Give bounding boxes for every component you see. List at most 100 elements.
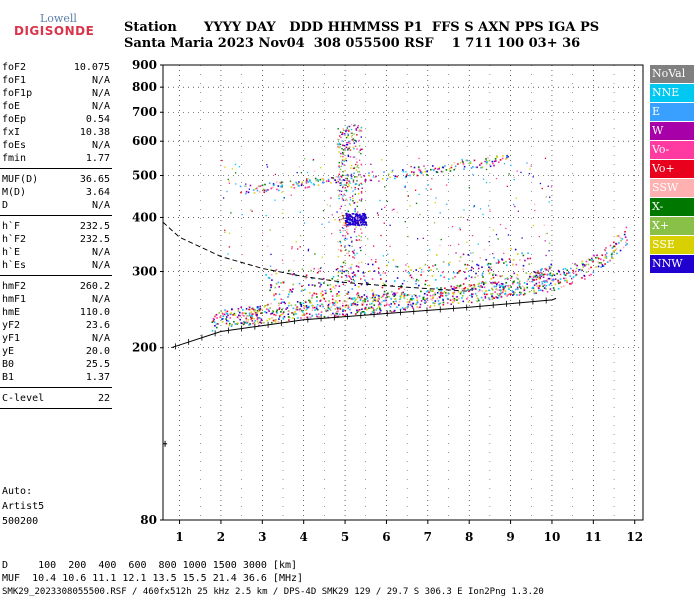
echo-point bbox=[401, 292, 403, 294]
echo-point bbox=[501, 275, 503, 277]
param-name: fxI bbox=[2, 127, 21, 138]
echo-point bbox=[410, 269, 412, 271]
echo-point bbox=[353, 231, 356, 233]
echo-point bbox=[565, 277, 567, 280]
echo-point bbox=[282, 318, 285, 320]
echo-point bbox=[559, 278, 562, 280]
echo-point bbox=[549, 282, 552, 285]
echo-point bbox=[360, 217, 363, 220]
echo-point bbox=[513, 178, 515, 181]
echo-point bbox=[354, 303, 357, 305]
echo-point bbox=[484, 282, 487, 284]
echo-point bbox=[491, 287, 493, 290]
echo-point bbox=[516, 170, 518, 172]
echo-point bbox=[420, 300, 423, 302]
echo-point bbox=[448, 264, 450, 266]
echo-point bbox=[288, 319, 290, 321]
echo-point bbox=[571, 282, 573, 284]
echo-point bbox=[406, 306, 409, 308]
echo-point bbox=[508, 284, 511, 287]
echo-point bbox=[309, 299, 311, 302]
echo-point bbox=[512, 282, 514, 285]
echo-point bbox=[230, 325, 233, 327]
echo-point bbox=[330, 232, 333, 235]
echo-point bbox=[617, 235, 620, 237]
echo-point bbox=[494, 158, 497, 160]
echo-point bbox=[257, 308, 260, 311]
echo-point bbox=[402, 170, 405, 173]
echo-point bbox=[346, 231, 348, 233]
echo-point bbox=[213, 321, 216, 323]
echo-point bbox=[383, 222, 385, 224]
echo-point bbox=[569, 282, 571, 285]
echo-point bbox=[252, 322, 254, 325]
echo-point bbox=[434, 292, 436, 294]
echo-point bbox=[346, 174, 348, 177]
echo-point bbox=[299, 246, 301, 248]
echo-point bbox=[338, 193, 341, 196]
echo-point bbox=[530, 165, 532, 167]
echo-point bbox=[347, 155, 350, 158]
echo-point bbox=[256, 314, 258, 317]
echo-point bbox=[382, 295, 384, 298]
echo-point bbox=[268, 182, 271, 184]
echo-point bbox=[368, 307, 370, 310]
echo-point bbox=[281, 191, 283, 193]
echo-point bbox=[485, 290, 488, 292]
param-name: foF1 bbox=[2, 75, 27, 86]
echo-point bbox=[372, 176, 375, 178]
echo-point bbox=[337, 271, 339, 274]
legend-item: SSE bbox=[650, 236, 694, 254]
echo-point bbox=[311, 309, 314, 312]
echo-point bbox=[247, 191, 250, 194]
echo-point bbox=[304, 187, 307, 189]
echo-point bbox=[289, 288, 292, 291]
echo-point bbox=[283, 197, 285, 199]
echo-point bbox=[545, 288, 547, 290]
echo-point bbox=[436, 171, 439, 174]
echo-point bbox=[305, 277, 307, 280]
echo-point bbox=[464, 286, 467, 289]
echo-point bbox=[264, 311, 266, 313]
echo-point bbox=[297, 182, 300, 185]
echo-point bbox=[404, 186, 406, 188]
echo-point bbox=[568, 271, 571, 274]
echo-point bbox=[400, 285, 403, 287]
echo-point bbox=[369, 270, 371, 272]
echo-point bbox=[552, 287, 555, 289]
echo-point bbox=[482, 299, 484, 301]
echo-point bbox=[551, 279, 554, 281]
echo-point bbox=[479, 164, 481, 166]
echo-point bbox=[307, 186, 309, 189]
echo-point bbox=[329, 284, 332, 286]
echo-point bbox=[347, 217, 349, 219]
legend-item: SSW bbox=[650, 179, 694, 197]
echo-point bbox=[336, 311, 338, 314]
echo-point bbox=[348, 280, 350, 283]
echo-point bbox=[316, 315, 318, 318]
echo-point bbox=[402, 169, 404, 171]
echo-point bbox=[353, 297, 356, 299]
echo-point bbox=[541, 268, 543, 270]
echo-point bbox=[426, 290, 428, 293]
echo-point bbox=[365, 281, 368, 284]
echo-point bbox=[234, 163, 237, 166]
echo-point bbox=[499, 293, 501, 295]
param-value: 20.0 bbox=[85, 346, 110, 357]
echo-point bbox=[351, 175, 353, 178]
echo-point bbox=[287, 296, 289, 298]
echo-point bbox=[266, 166, 269, 168]
echo-point bbox=[404, 307, 407, 309]
echo-point bbox=[284, 302, 286, 305]
echo-point bbox=[463, 209, 465, 211]
echo-point bbox=[336, 175, 339, 178]
echo-point bbox=[290, 186, 293, 188]
echo-point bbox=[453, 271, 455, 274]
echo-point bbox=[420, 271, 423, 273]
echo-point bbox=[434, 279, 437, 281]
echo-point bbox=[514, 205, 516, 208]
echo-point bbox=[550, 278, 552, 280]
echo-point bbox=[363, 275, 365, 277]
echo-point bbox=[373, 270, 376, 272]
x-tick-label: 10 bbox=[544, 530, 561, 544]
